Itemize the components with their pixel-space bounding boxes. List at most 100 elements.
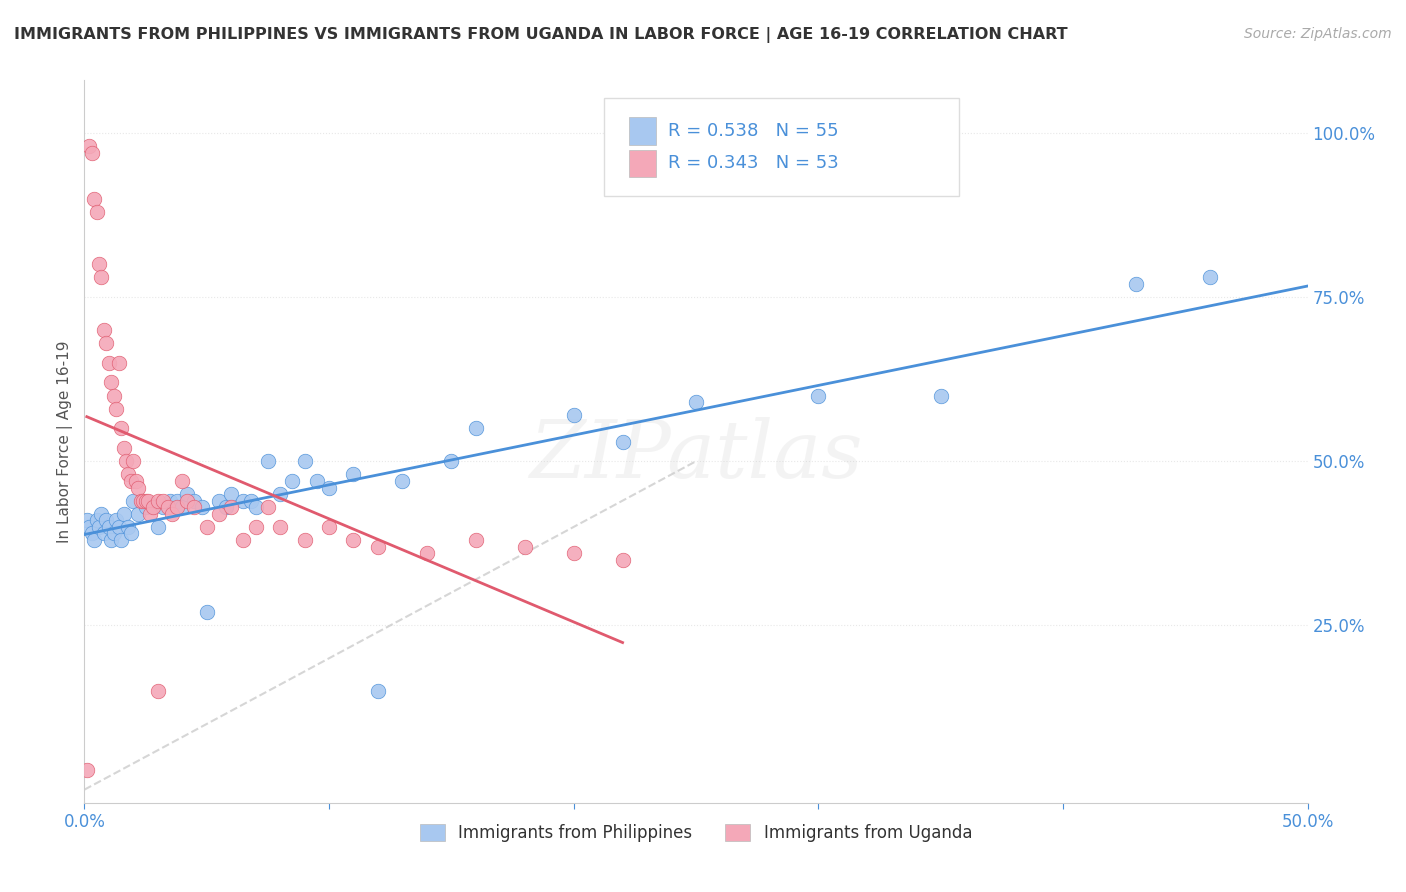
Point [612,434,634,449]
Point [120,474,142,488]
Point [117,520,139,534]
Point [135,493,157,508]
Point [269,487,291,501]
Point [929,388,952,402]
Point [76,763,98,777]
Point [105,513,128,527]
Point [142,500,165,515]
Point [391,474,413,488]
Point [232,533,254,547]
Point [115,454,138,468]
Point [110,533,132,547]
Point [83,192,105,206]
Point [100,376,122,390]
Point [318,520,340,534]
Point [612,553,634,567]
Point [685,395,707,409]
FancyBboxPatch shape [628,117,655,145]
Point [122,493,145,508]
Text: IMMIGRANTS FROM PHILIPPINES VS IMMIGRANTS FROM UGANDA IN LABOR FORCE | AGE 16-19: IMMIGRANTS FROM PHILIPPINES VS IMMIGRANT… [14,27,1067,43]
Y-axis label: In Labor Force | Age 16-19: In Labor Force | Age 16-19 [58,340,73,543]
Text: Source: ZipAtlas.com: Source: ZipAtlas.com [1244,27,1392,41]
Text: ZIPatlas: ZIPatlas [529,417,863,495]
Point [166,493,188,508]
Point [294,533,316,547]
Point [807,388,830,402]
Point [107,520,129,534]
Point [562,409,585,423]
Point [195,605,218,619]
Point [96,513,118,527]
Point [96,336,118,351]
Point [1198,270,1220,285]
Point [269,520,291,534]
Point [367,684,389,698]
Legend: Immigrants from Philippines, Immigrants from Uganda: Immigrants from Philippines, Immigrants … [413,817,979,848]
Point [110,421,132,435]
Point [86,204,108,219]
Point [112,441,135,455]
Point [367,540,389,554]
Point [139,507,162,521]
Point [172,500,194,515]
Point [122,454,145,468]
Point [172,474,194,488]
Point [245,500,267,515]
Point [127,507,149,521]
Point [77,139,100,153]
Point [281,474,304,488]
Point [97,356,120,370]
Point [257,454,280,468]
Point [142,500,165,515]
Point [156,500,179,515]
Point [125,474,148,488]
Point [132,493,155,508]
Point [93,323,115,337]
Point [342,467,364,482]
Point [159,493,181,508]
Point [152,500,174,515]
Point [176,493,198,508]
Point [80,145,103,160]
Point [76,513,98,527]
Point [513,540,536,554]
Point [103,526,125,541]
Point [87,520,110,534]
Point [176,487,198,501]
Point [183,500,205,515]
Point [166,500,188,515]
Point [1125,277,1147,291]
Point [318,481,340,495]
Point [146,493,169,508]
Point [90,270,112,285]
Point [80,526,103,541]
Point [245,520,267,534]
Point [117,467,139,482]
Point [152,493,174,508]
Point [90,507,112,521]
Point [239,493,262,508]
Point [87,257,110,271]
Text: R = 0.343   N = 53: R = 0.343 N = 53 [668,154,838,172]
Point [440,454,463,468]
Point [83,533,105,547]
Point [93,526,115,541]
Point [305,474,328,488]
Point [464,533,486,547]
Point [77,520,100,534]
Point [195,520,218,534]
Point [257,500,280,515]
Point [146,684,169,698]
FancyBboxPatch shape [605,98,959,196]
Point [120,526,142,541]
Text: R = 0.538   N = 55: R = 0.538 N = 55 [668,122,838,140]
Point [219,487,242,501]
Point [562,546,585,560]
Point [162,507,184,521]
Point [342,533,364,547]
Point [135,500,157,515]
Point [136,493,159,508]
Point [97,520,120,534]
Point [146,520,169,534]
Point [127,481,149,495]
